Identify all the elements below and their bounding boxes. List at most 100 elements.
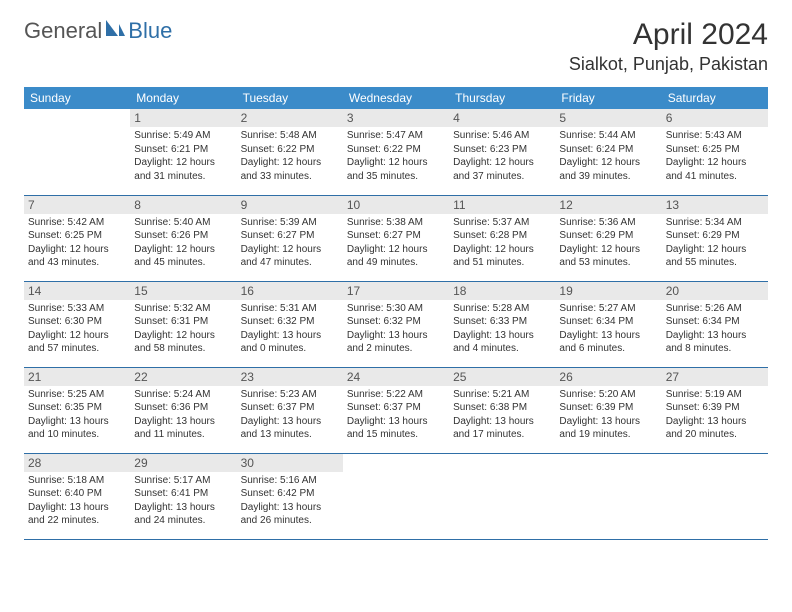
daylight-text: and 43 minutes. <box>28 256 126 270</box>
calendar-day-cell: 10Sunrise: 5:38 AMSunset: 6:27 PMDayligh… <box>343 195 449 281</box>
day-number: 24 <box>343 368 449 386</box>
calendar-day-cell: 27Sunrise: 5:19 AMSunset: 6:39 PMDayligh… <box>662 367 768 453</box>
daylight-text: and 13 minutes. <box>241 428 339 442</box>
daylight-text: and 10 minutes. <box>28 428 126 442</box>
daylight-text: and 57 minutes. <box>28 342 126 356</box>
day-number: 22 <box>130 368 236 386</box>
sunrise-text: Sunrise: 5:17 AM <box>134 474 232 488</box>
sunset-text: Sunset: 6:22 PM <box>241 143 339 157</box>
daylight-text: Daylight: 13 hours <box>559 415 657 429</box>
sunset-text: Sunset: 6:25 PM <box>666 143 764 157</box>
daylight-text: Daylight: 13 hours <box>666 329 764 343</box>
daylight-text: Daylight: 12 hours <box>28 243 126 257</box>
daylight-text: Daylight: 12 hours <box>453 156 551 170</box>
daylight-text: and 2 minutes. <box>347 342 445 356</box>
sunset-text: Sunset: 6:29 PM <box>666 229 764 243</box>
calendar-week-row: 21Sunrise: 5:25 AMSunset: 6:35 PMDayligh… <box>24 367 768 453</box>
day-number: 25 <box>449 368 555 386</box>
day-number: 6 <box>662 109 768 127</box>
sunset-text: Sunset: 6:38 PM <box>453 401 551 415</box>
day-number: 29 <box>130 454 236 472</box>
day-number: 30 <box>237 454 343 472</box>
calendar-day-cell: 23Sunrise: 5:23 AMSunset: 6:37 PMDayligh… <box>237 367 343 453</box>
brand-part1: General <box>24 18 102 44</box>
daylight-text: and 41 minutes. <box>666 170 764 184</box>
sunset-text: Sunset: 6:29 PM <box>559 229 657 243</box>
calendar-day-cell: 21Sunrise: 5:25 AMSunset: 6:35 PMDayligh… <box>24 367 130 453</box>
daylight-text: Daylight: 13 hours <box>666 415 764 429</box>
calendar-day-cell: 12Sunrise: 5:36 AMSunset: 6:29 PMDayligh… <box>555 195 661 281</box>
calendar-day-cell: 18Sunrise: 5:28 AMSunset: 6:33 PMDayligh… <box>449 281 555 367</box>
calendar-day-cell: 26Sunrise: 5:20 AMSunset: 6:39 PMDayligh… <box>555 367 661 453</box>
daylight-text: and 39 minutes. <box>559 170 657 184</box>
sunrise-text: Sunrise: 5:48 AM <box>241 129 339 143</box>
sunrise-text: Sunrise: 5:26 AM <box>666 302 764 316</box>
daylight-text: and 37 minutes. <box>453 170 551 184</box>
day-number: 16 <box>237 282 343 300</box>
sunset-text: Sunset: 6:35 PM <box>28 401 126 415</box>
sunset-text: Sunset: 6:39 PM <box>559 401 657 415</box>
sunrise-text: Sunrise: 5:39 AM <box>241 216 339 230</box>
sunset-text: Sunset: 6:41 PM <box>134 487 232 501</box>
daylight-text: Daylight: 12 hours <box>347 243 445 257</box>
daylight-text: and 17 minutes. <box>453 428 551 442</box>
calendar-day-cell: 20Sunrise: 5:26 AMSunset: 6:34 PMDayligh… <box>662 281 768 367</box>
daylight-text: and 49 minutes. <box>347 256 445 270</box>
daylight-text: Daylight: 13 hours <box>134 415 232 429</box>
daylight-text: and 33 minutes. <box>241 170 339 184</box>
daylight-text: Daylight: 13 hours <box>453 329 551 343</box>
calendar-day-cell: 17Sunrise: 5:30 AMSunset: 6:32 PMDayligh… <box>343 281 449 367</box>
day-number: 5 <box>555 109 661 127</box>
sunrise-text: Sunrise: 5:31 AM <box>241 302 339 316</box>
daylight-text: Daylight: 12 hours <box>559 243 657 257</box>
daylight-text: Daylight: 13 hours <box>453 415 551 429</box>
weekday-header: Saturday <box>662 87 768 109</box>
weekday-header: Wednesday <box>343 87 449 109</box>
day-number: 9 <box>237 196 343 214</box>
daylight-text: Daylight: 12 hours <box>347 156 445 170</box>
weekday-header: Sunday <box>24 87 130 109</box>
day-number: 3 <box>343 109 449 127</box>
calendar-day-cell: 7Sunrise: 5:42 AMSunset: 6:25 PMDaylight… <box>24 195 130 281</box>
calendar-day-cell: 25Sunrise: 5:21 AMSunset: 6:38 PMDayligh… <box>449 367 555 453</box>
daylight-text: and 8 minutes. <box>666 342 764 356</box>
daylight-text: and 19 minutes. <box>559 428 657 442</box>
sunset-text: Sunset: 6:37 PM <box>241 401 339 415</box>
calendar-empty-cell: . <box>555 453 661 539</box>
daylight-text: Daylight: 12 hours <box>134 243 232 257</box>
brand-logo: General Blue <box>24 18 172 44</box>
sail-icon <box>104 18 126 44</box>
sunrise-text: Sunrise: 5:23 AM <box>241 388 339 402</box>
daylight-text: Daylight: 12 hours <box>559 156 657 170</box>
day-number: 1 <box>130 109 236 127</box>
daylight-text: Daylight: 12 hours <box>134 156 232 170</box>
sunset-text: Sunset: 6:31 PM <box>134 315 232 329</box>
calendar-day-cell: 8Sunrise: 5:40 AMSunset: 6:26 PMDaylight… <box>130 195 236 281</box>
sunset-text: Sunset: 6:26 PM <box>134 229 232 243</box>
sunset-text: Sunset: 6:32 PM <box>347 315 445 329</box>
calendar-day-cell: 5Sunrise: 5:44 AMSunset: 6:24 PMDaylight… <box>555 109 661 195</box>
weekday-header: Thursday <box>449 87 555 109</box>
weekday-header: Friday <box>555 87 661 109</box>
day-number: 7 <box>24 196 130 214</box>
daylight-text: Daylight: 13 hours <box>28 501 126 515</box>
daylight-text: Daylight: 13 hours <box>347 329 445 343</box>
sunset-text: Sunset: 6:24 PM <box>559 143 657 157</box>
sunset-text: Sunset: 6:42 PM <box>241 487 339 501</box>
daylight-text: and 26 minutes. <box>241 514 339 528</box>
sunset-text: Sunset: 6:30 PM <box>28 315 126 329</box>
daylight-text: and 31 minutes. <box>134 170 232 184</box>
sunrise-text: Sunrise: 5:38 AM <box>347 216 445 230</box>
sunrise-text: Sunrise: 5:22 AM <box>347 388 445 402</box>
daylight-text: Daylight: 13 hours <box>241 415 339 429</box>
day-number: 10 <box>343 196 449 214</box>
sunrise-text: Sunrise: 5:49 AM <box>134 129 232 143</box>
sunrise-text: Sunrise: 5:43 AM <box>666 129 764 143</box>
calendar-day-cell: 13Sunrise: 5:34 AMSunset: 6:29 PMDayligh… <box>662 195 768 281</box>
sunset-text: Sunset: 6:33 PM <box>453 315 551 329</box>
calendar-empty-cell: . <box>662 453 768 539</box>
calendar-empty-cell: . <box>343 453 449 539</box>
day-number: 4 <box>449 109 555 127</box>
sunset-text: Sunset: 6:23 PM <box>453 143 551 157</box>
daylight-text: Daylight: 12 hours <box>241 156 339 170</box>
